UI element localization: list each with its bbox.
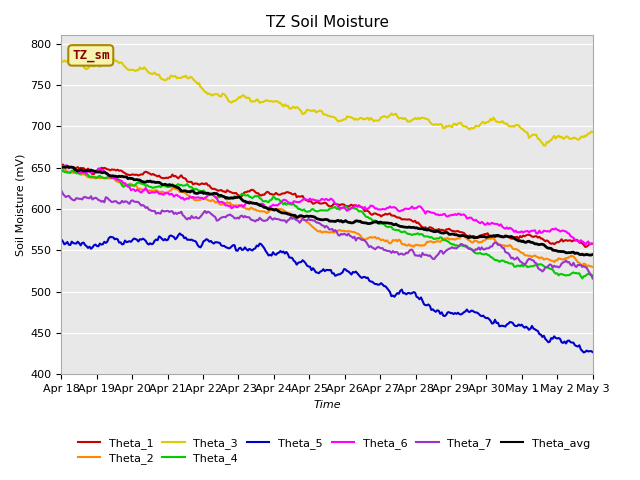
Theta_3 (589, 129, 596, 135)
Theta_2 (589, 264, 596, 270)
Theta_1 (218, 187, 225, 193)
Theta_5 (58, 237, 65, 242)
Theta_4 (579, 276, 586, 281)
Theta_5 (580, 349, 588, 355)
Theta_avg (589, 252, 596, 257)
Theta_5 (244, 248, 252, 253)
Theta_2 (244, 206, 252, 212)
Theta_4 (561, 272, 568, 278)
Theta_7 (58, 188, 65, 194)
Theta_4 (124, 182, 132, 188)
Y-axis label: Soil Moisture (mV): Soil Moisture (mV) (15, 154, 25, 256)
Theta_7 (234, 215, 241, 220)
Theta_3 (291, 105, 299, 111)
Theta_7 (123, 199, 131, 204)
Theta_7 (243, 215, 250, 220)
Line: Theta_3: Theta_3 (61, 59, 593, 145)
X-axis label: Time: Time (313, 400, 341, 409)
Theta_6 (62, 163, 70, 168)
Theta_3 (218, 94, 225, 99)
Theta_2 (291, 214, 299, 219)
Legend: Theta_1, Theta_2, Theta_3, Theta_4, Theta_5, Theta_6, Theta_7, Theta_avg: Theta_1, Theta_2, Theta_3, Theta_4, Thet… (77, 438, 591, 464)
Theta_6 (244, 200, 252, 206)
Theta_3 (58, 59, 65, 65)
Theta_6 (235, 203, 243, 209)
Theta_5 (123, 239, 131, 245)
Theta_7 (589, 276, 596, 281)
Theta_4 (235, 193, 243, 199)
Theta_5 (235, 246, 243, 252)
Theta_4 (244, 192, 252, 198)
Theta_4 (59, 168, 67, 173)
Title: TZ Soil Moisture: TZ Soil Moisture (266, 15, 388, 30)
Line: Theta_6: Theta_6 (61, 166, 593, 245)
Theta_2 (218, 202, 225, 207)
Theta_4 (218, 193, 225, 199)
Theta_1 (124, 172, 132, 178)
Theta_avg (580, 252, 588, 258)
Theta_avg (291, 213, 299, 218)
Theta_2 (61, 167, 68, 172)
Line: Theta_4: Theta_4 (61, 170, 593, 278)
Theta_1 (581, 244, 589, 250)
Line: Theta_1: Theta_1 (61, 165, 593, 247)
Theta_1 (58, 162, 65, 168)
Theta_avg (124, 176, 132, 181)
Theta_5 (589, 349, 596, 355)
Theta_2 (235, 202, 243, 208)
Theta_4 (291, 204, 299, 209)
Theta_6 (291, 199, 299, 204)
Theta_6 (124, 184, 132, 190)
Theta_3 (244, 95, 252, 100)
Theta_5 (561, 338, 568, 344)
Theta_6 (58, 163, 65, 169)
Theta_avg (244, 200, 252, 205)
Theta_1 (589, 241, 596, 247)
Theta_3 (562, 134, 570, 140)
Theta_2 (58, 167, 65, 173)
Theta_5 (291, 259, 299, 264)
Text: TZ_sm: TZ_sm (72, 49, 109, 62)
Theta_avg (235, 194, 243, 200)
Theta_4 (58, 169, 65, 175)
Line: Theta_avg: Theta_avg (61, 167, 593, 255)
Theta_7 (559, 260, 567, 265)
Theta_1 (235, 192, 243, 198)
Theta_3 (108, 56, 116, 61)
Theta_6 (581, 242, 589, 248)
Theta_4 (589, 272, 596, 278)
Theta_3 (124, 67, 132, 72)
Theta_2 (561, 256, 568, 262)
Theta_avg (58, 165, 65, 170)
Theta_3 (235, 94, 243, 100)
Theta_6 (589, 241, 596, 247)
Theta_3 (541, 143, 549, 148)
Line: Theta_5: Theta_5 (61, 233, 593, 352)
Theta_6 (561, 228, 568, 234)
Theta_2 (124, 182, 132, 188)
Theta_avg (561, 249, 568, 255)
Theta_1 (291, 191, 299, 196)
Line: Theta_2: Theta_2 (61, 169, 593, 267)
Theta_6 (218, 199, 225, 205)
Theta_1 (244, 189, 252, 194)
Theta_5 (218, 242, 225, 248)
Theta_1 (561, 238, 568, 243)
Theta_7 (216, 216, 223, 222)
Theta_5 (176, 230, 184, 236)
Theta_1 (59, 162, 67, 168)
Theta_avg (63, 164, 71, 169)
Line: Theta_7: Theta_7 (61, 191, 593, 278)
Theta_7 (290, 215, 298, 220)
Theta_avg (218, 192, 225, 198)
